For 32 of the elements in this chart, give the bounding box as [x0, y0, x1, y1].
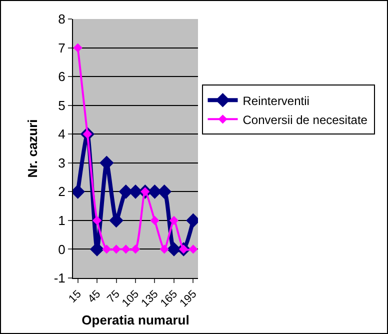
y-tick-label: 3 — [58, 155, 66, 170]
y-tick-label: -1 — [54, 270, 66, 286]
x-tick-label: 165 — [158, 288, 180, 310]
y-tick-label: 7 — [58, 40, 66, 56]
y-axis-title: Nr. cazuri — [25, 119, 40, 178]
x-tick-label: 15 — [66, 288, 84, 306]
point — [169, 216, 179, 225]
point — [109, 213, 124, 228]
point — [130, 244, 140, 254]
point — [73, 43, 82, 52]
y-tick-label: 1 — [58, 212, 66, 228]
x-tick-label: 105 — [120, 288, 142, 310]
y-tick-label: 5 — [58, 98, 66, 113]
legend-label: Reinterventii — [242, 94, 310, 108]
point — [112, 244, 121, 254]
x-tick-label: 75 — [105, 288, 122, 306]
x-tick-label: 135 — [139, 288, 161, 310]
x-tick-label: 195 — [178, 288, 200, 310]
y-tick-label: 6 — [58, 69, 66, 84]
y-tick-label: 2 — [58, 184, 66, 200]
point — [150, 216, 160, 225]
point — [102, 244, 112, 254]
point — [188, 244, 198, 254]
y-tick-label: 4 — [58, 126, 66, 142]
y-tick-label: 8 — [58, 12, 66, 27]
point — [160, 244, 169, 254]
x-axis-title: Operatia numarul — [82, 312, 190, 328]
legend-label: Conversii de necesitate — [242, 112, 368, 127]
x-tick-label: 45 — [86, 288, 104, 306]
y-tick-label: 0 — [58, 242, 66, 257]
point — [121, 244, 130, 254]
point — [92, 216, 102, 225]
